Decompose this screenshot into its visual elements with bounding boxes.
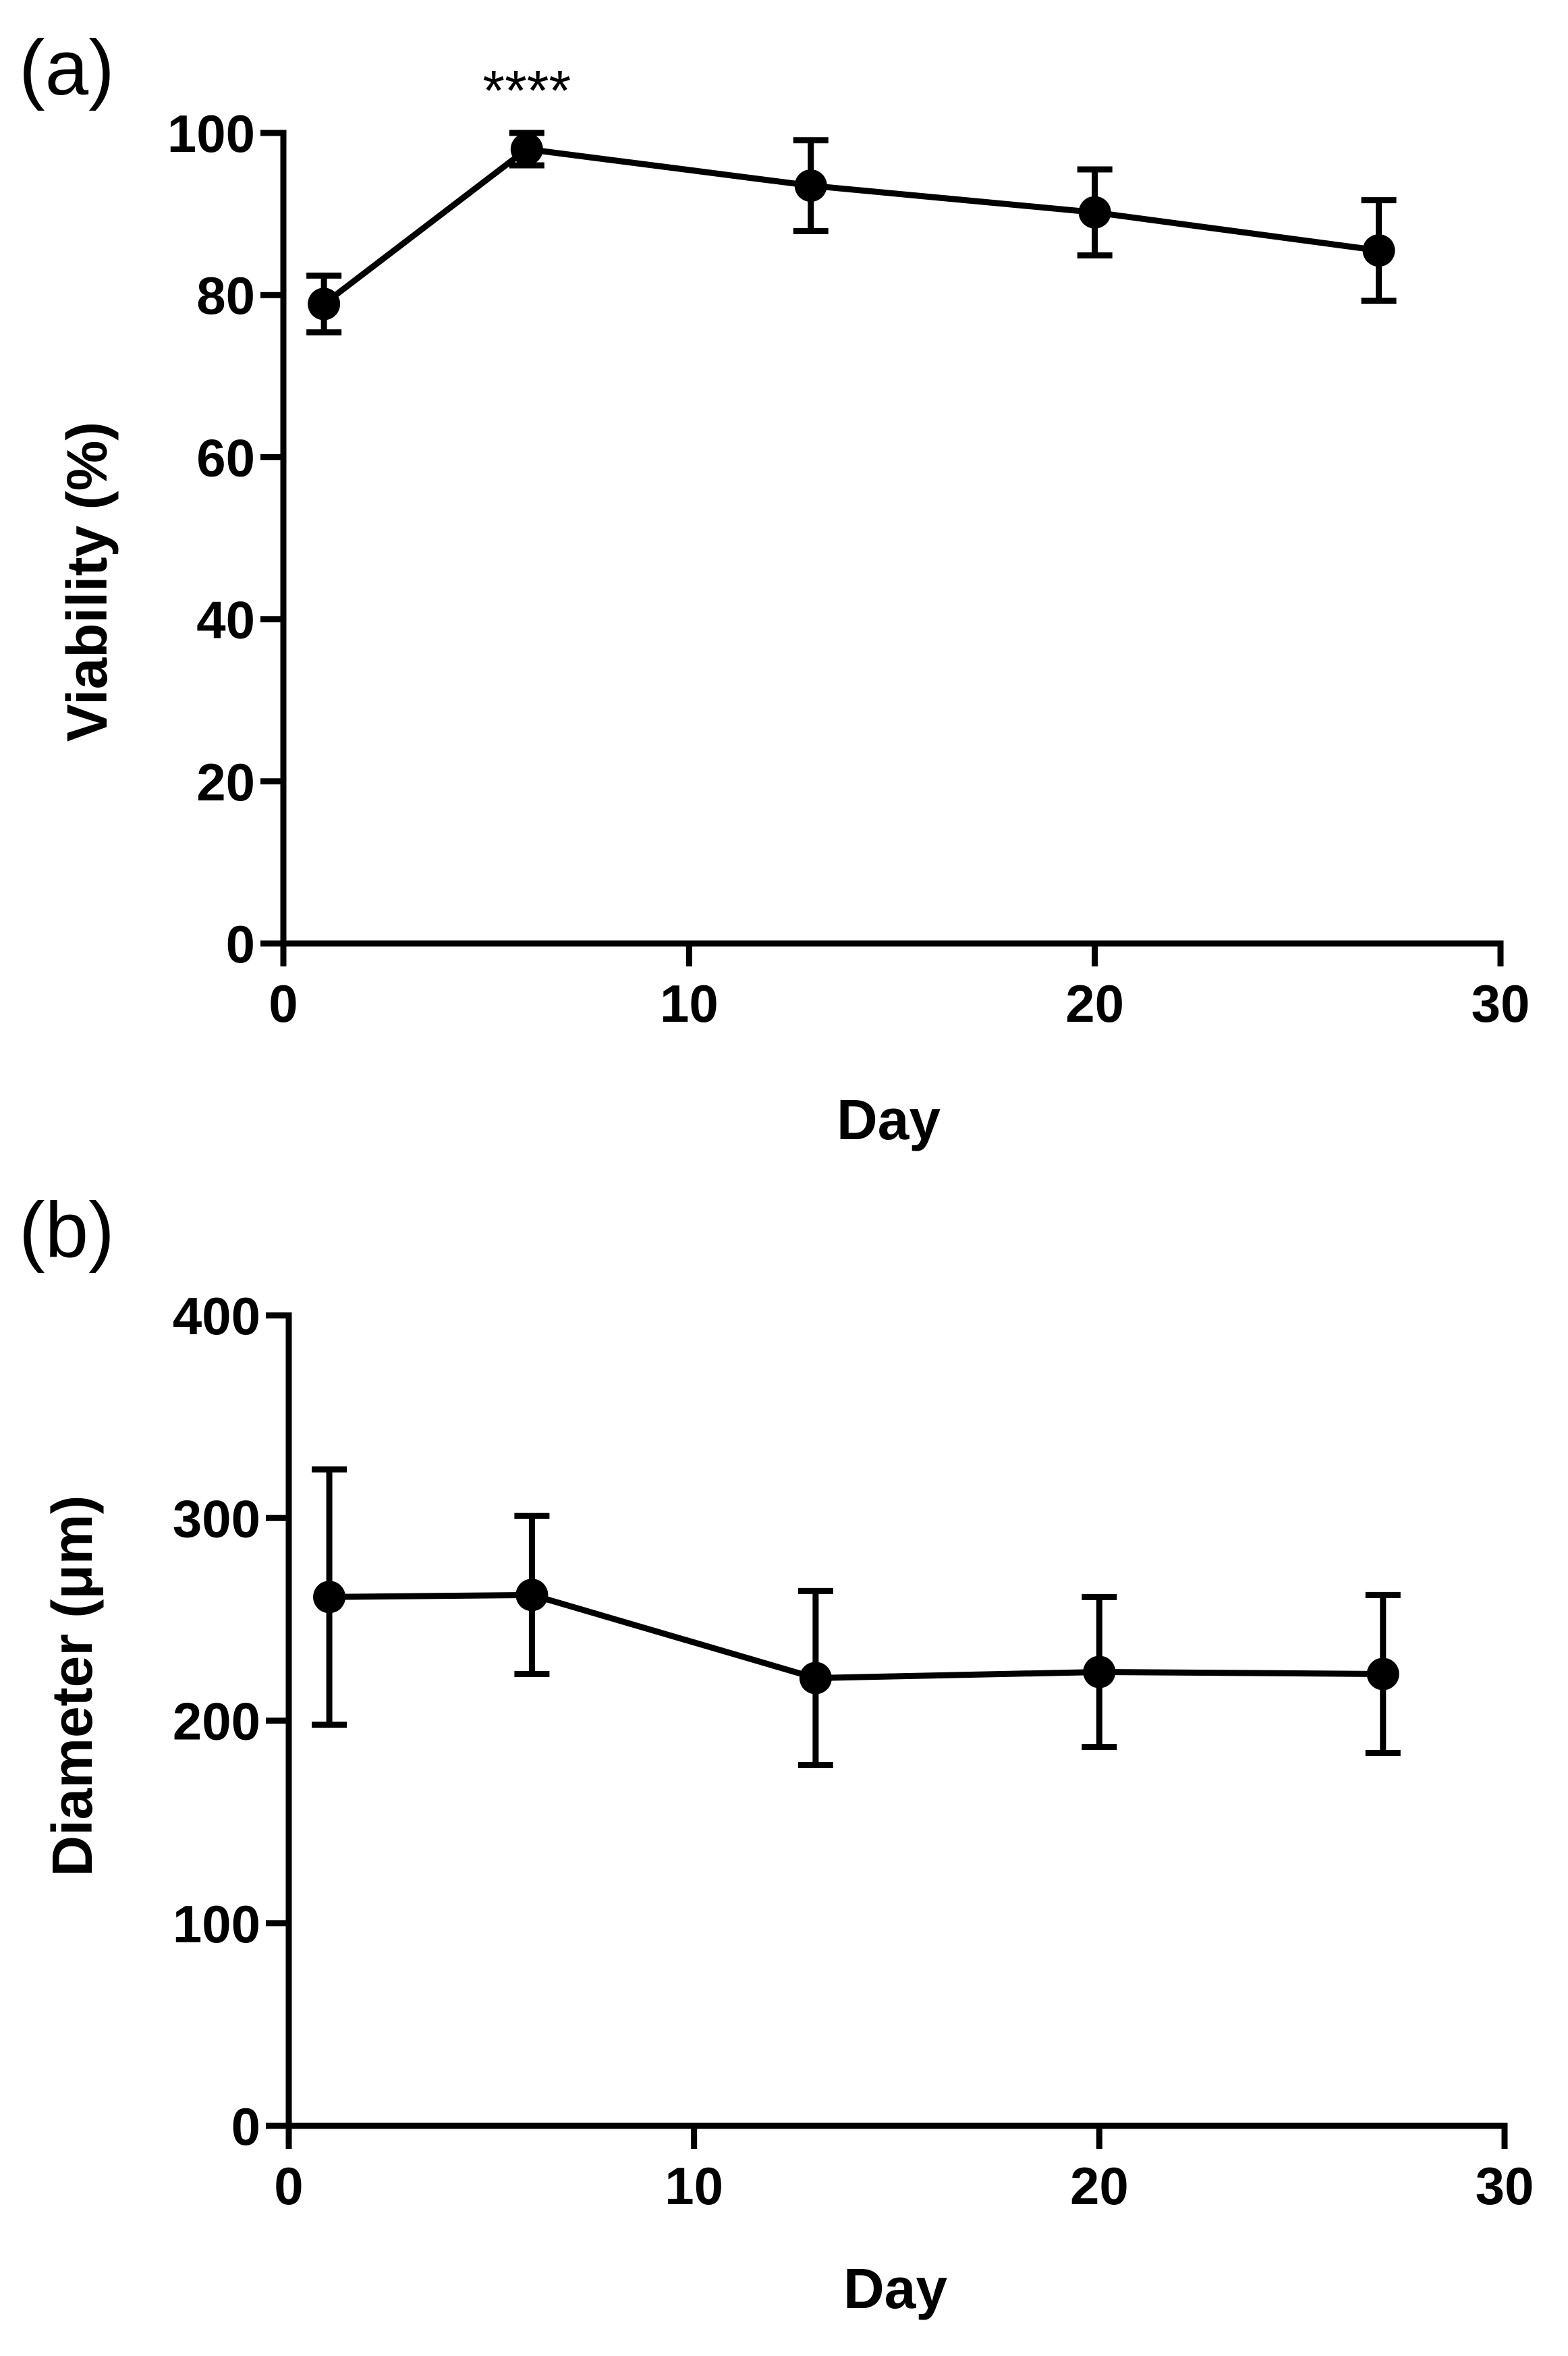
data-point [799,1662,832,1695]
x-tick-label: 0 [269,974,298,1033]
y-tick-label: 0 [226,914,255,974]
y-axis-title: Viability (%) [55,422,119,742]
y-tick-label: 40 [196,591,255,650]
x-tick-label: 30 [1476,2156,1534,2216]
data-point [313,1581,346,1614]
series [312,1466,1401,1769]
x-tick-label: 20 [1070,2156,1129,2216]
data-point [1083,1655,1116,1689]
panel-label-b: (b) [19,1186,115,1273]
y-tick-label: 300 [173,1489,260,1548]
viability-chart: (a) Viability (%) Day 0 20 40 60 80 100 0 10 20 3… [19,24,1530,1151]
axes: 0 20 40 60 80 100 0 10 20 30 [167,104,1530,1033]
y-tick-label: 400 [173,1286,260,1346]
x-tick-label: 0 [274,2156,303,2216]
data-point [510,133,543,166]
y-tick-label: 0 [231,2097,260,2156]
x-tick-label: 10 [665,2156,723,2216]
series: **** [306,59,1397,335]
diameter-chart: (b) Diameter (μm) Day 0 100 200 300 400 0 10 20… [19,1186,1534,2320]
y-tick-label: 100 [173,1894,260,1954]
series-line [329,1591,1383,1681]
series-line [322,146,1380,306]
x-tick-label: 10 [660,974,719,1033]
data-point [794,169,827,202]
data-point [1362,234,1395,267]
data-point [1078,196,1111,229]
y-tick-label: 100 [167,104,255,163]
significance-annotation: **** [482,59,571,122]
x-tick-label: 20 [1065,974,1124,1033]
y-tick-label: 60 [196,428,255,487]
y-tick-label: 80 [196,266,255,325]
data-point [515,1579,549,1612]
x-axis-title: Day [837,1088,941,1151]
x-tick-label: 30 [1472,974,1530,1033]
y-axis-title: Diameter (μm) [40,1496,104,1877]
y-tick-label: 200 [173,1692,260,1751]
y-tick-label: 20 [196,752,255,812]
data-point [1366,1658,1399,1691]
panel-label-a: (a) [19,24,115,111]
data-point [308,287,341,321]
x-axis-title: Day [843,2257,947,2320]
axes: 0 100 200 300 400 0 10 20 30 [173,1286,1534,2216]
